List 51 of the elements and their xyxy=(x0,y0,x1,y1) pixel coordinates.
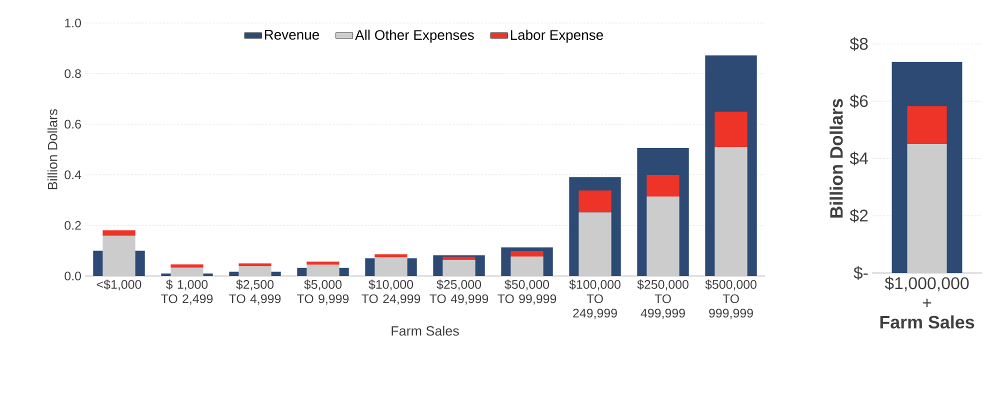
bar xyxy=(238,266,272,276)
y-tick-label: $- xyxy=(854,266,868,280)
bar xyxy=(646,175,680,197)
x-tick-label: $10,000 TO 24,999 xyxy=(362,280,420,305)
bar xyxy=(578,212,612,276)
x-tick-label: $100,000 TO 249,999 xyxy=(569,280,620,319)
y-tick-label: $8 xyxy=(850,37,868,51)
bar xyxy=(102,236,136,276)
bar xyxy=(510,250,544,257)
y-tick-label: $2 xyxy=(850,208,868,223)
x-tick-label: $500,000 TO 999,999 xyxy=(705,280,756,319)
x-tick-label: <$1,000 xyxy=(96,280,142,290)
x-tick-label: $2,500 TO 4,999 xyxy=(229,280,281,305)
legend-label: Labor Expense xyxy=(510,30,603,43)
bar xyxy=(170,268,204,276)
y-tick-label: 0.6 xyxy=(64,120,81,129)
bar xyxy=(170,264,204,268)
x-axis-title: Farm Sales xyxy=(880,315,974,329)
bar xyxy=(102,230,136,236)
y-axis-title: Billion Dollars xyxy=(47,109,58,190)
y-axis-title: Billion Dollars xyxy=(830,98,843,218)
legend-label: All Other Expenses xyxy=(355,30,474,43)
x-axis-title: Farm Sales xyxy=(392,326,459,336)
bar xyxy=(578,190,612,212)
bar xyxy=(306,262,340,265)
x-tick-label: $1,000,000 + xyxy=(884,276,969,308)
bar xyxy=(907,144,947,273)
y-tick-label: 0.4 xyxy=(64,170,82,180)
bar xyxy=(374,257,408,276)
bar xyxy=(442,260,476,276)
y-tick-label: $6 xyxy=(850,94,868,108)
y-tick-label: 1.0 xyxy=(65,18,81,28)
x-tick-label: $ 1,000 TO 2,499 xyxy=(161,280,213,305)
x-tick-label: $250,000 TO 499,999 xyxy=(637,280,688,319)
bar xyxy=(306,264,340,276)
y-tick-label: 0.8 xyxy=(64,69,81,78)
x-tick-label: $50,000 TO 99,999 xyxy=(498,280,556,305)
y-tick-label: 0.2 xyxy=(64,221,81,230)
x-tick-label: $25,000 TO 49,999 xyxy=(430,280,488,305)
bar xyxy=(510,256,544,276)
bar xyxy=(442,256,476,260)
bar xyxy=(907,106,947,144)
bar xyxy=(374,254,408,258)
y-tick-label: 0.0 xyxy=(64,272,81,280)
y-tick-label: $4 xyxy=(850,152,868,166)
bar xyxy=(238,263,272,266)
bar xyxy=(646,196,680,276)
bar xyxy=(714,112,748,147)
legend-label: Revenue xyxy=(264,30,319,40)
x-tick-label: $5,000 TO 9,999 xyxy=(297,280,349,305)
bar xyxy=(714,146,748,276)
